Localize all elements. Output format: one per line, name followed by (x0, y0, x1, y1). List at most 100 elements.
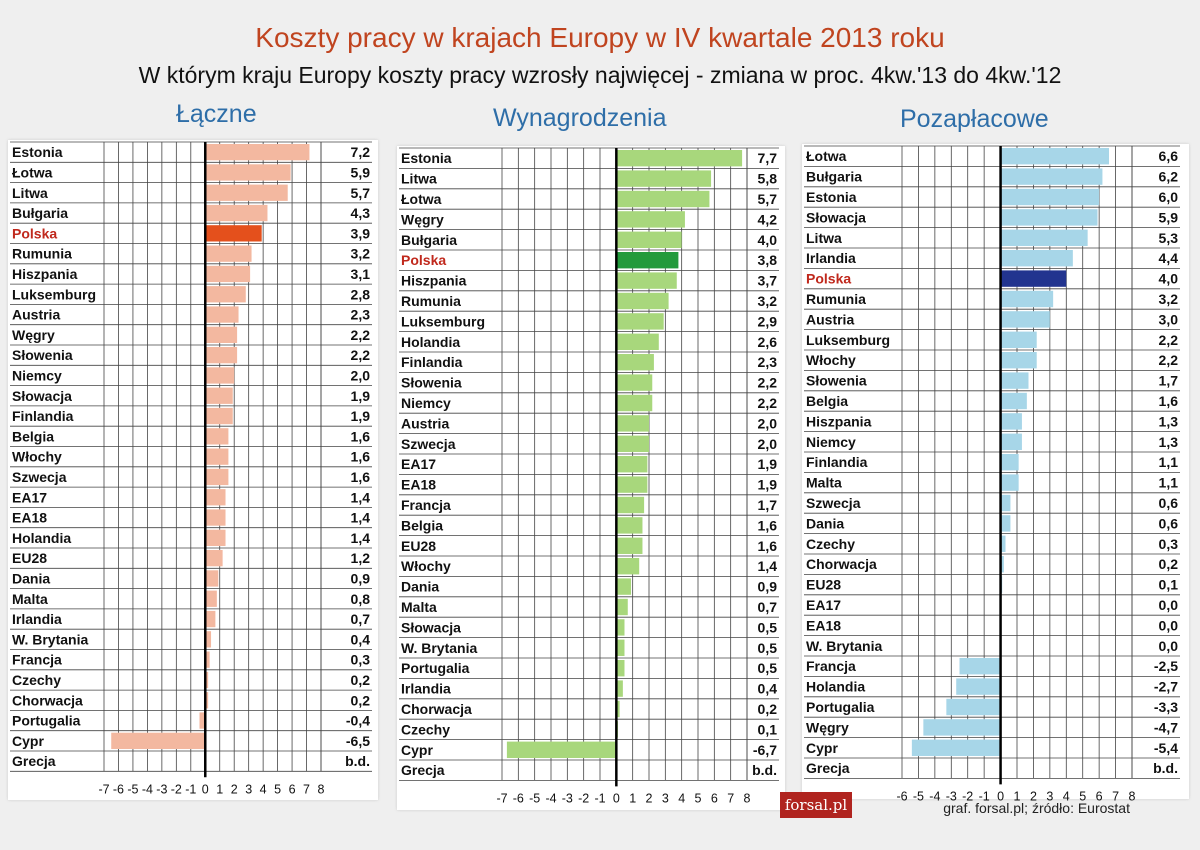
category-label: Niemcy (806, 434, 856, 450)
value-label: 1,9 (351, 408, 371, 424)
bar-litwa (1000, 229, 1088, 246)
bar-słowacja (205, 387, 233, 404)
tick-label: -4 (545, 791, 556, 805)
category-label: W. Brytania (12, 631, 88, 647)
bar-cypr (111, 732, 206, 749)
value-label: 0,3 (1159, 536, 1179, 552)
value-label: 2,0 (758, 415, 778, 431)
bar-chorwacja (616, 700, 620, 718)
value-label: 5,7 (351, 185, 371, 201)
bar-litwa (616, 170, 712, 187)
tick-label: -5 (529, 791, 540, 805)
value-label: 0,9 (758, 579, 778, 595)
forsal-logo[interactable]: forsal.pl (780, 792, 852, 818)
category-label: Luksemburg (401, 313, 485, 329)
value-label: b.d. (1153, 760, 1178, 776)
bar-dania (205, 570, 219, 587)
value-label: 0,8 (351, 591, 371, 607)
value-label: 0,3 (351, 652, 371, 668)
tick-label: -6 (113, 782, 124, 796)
source-footer: graf. forsal.pl; źródło: Eurostat (943, 800, 1130, 816)
bar-francja (616, 496, 645, 514)
value-label: 1,4 (351, 510, 371, 526)
value-label: 1,4 (351, 530, 371, 546)
tick-label: 4 (678, 791, 685, 805)
category-label: Hiszpania (12, 266, 78, 282)
bar-rumunia (205, 245, 252, 262)
tick-label: 0 (997, 789, 1004, 803)
tick-label: 8 (318, 782, 325, 796)
chart-title: Wynagrodzenia (493, 104, 667, 132)
tick-label: 3 (662, 791, 669, 805)
tick-label: 6 (1096, 789, 1103, 803)
bar-francja (205, 651, 210, 668)
category-label: Holandia (806, 679, 865, 695)
bar-portugalia (199, 712, 206, 729)
value-label: 1,7 (1159, 373, 1179, 389)
chart-laczne-svg: Estonia 7,2 Łotwa 5,9 Litwa 5,7 Bułgaria 4,3 Pol… (10, 141, 372, 796)
bar-bułgaria (616, 231, 682, 248)
bar-luksemburg (1000, 331, 1037, 348)
category-label: Bułgaria (401, 232, 457, 248)
value-label: -6,7 (753, 742, 777, 758)
bar-estonia (616, 150, 743, 167)
category-label: EA17 (401, 456, 436, 472)
bar-szwecja (616, 435, 649, 452)
category-label: Estonia (12, 144, 63, 160)
bar-austria (205, 306, 239, 323)
category-label: Holandia (401, 334, 460, 350)
bar-łotwa (1000, 148, 1109, 165)
value-label: 1,1 (1159, 475, 1179, 491)
category-label: Łotwa (12, 164, 53, 180)
value-label: 2,0 (351, 367, 371, 383)
chart-pozaplacowe: Pozapłacowe Łotwa 6,6 Bułgaria 6,2 Estonia 6,… (802, 105, 1189, 803)
category-label: Hiszpania (806, 413, 872, 429)
tick-label: 7 (1112, 789, 1119, 803)
value-label: 1,3 (1159, 413, 1179, 429)
tick-label: 1 (629, 791, 636, 805)
category-label: Finlandia (12, 408, 74, 424)
tick-label: -5 (127, 782, 138, 796)
category-label: Malta (12, 591, 48, 607)
category-label: EA18 (806, 617, 841, 633)
category-label: Czechy (401, 721, 450, 737)
bar-belgia (205, 428, 229, 445)
category-label: Polska (401, 252, 446, 268)
value-label: 0,1 (1159, 577, 1179, 593)
tick-label: -6 (896, 789, 907, 803)
bar-malta (205, 590, 217, 607)
value-label: 4,0 (758, 232, 778, 248)
category-label: EU28 (806, 577, 841, 593)
bar-chorwacja (205, 692, 209, 709)
value-label: 1,9 (758, 456, 778, 472)
chart-laczne: Łączne Estonia 7,2 Łotwa 5,9 Litwa 5,7 Bułgari… (8, 100, 378, 800)
bar-rumunia (616, 292, 669, 310)
bar-eu28 (205, 550, 223, 567)
value-label: 0,2 (351, 672, 371, 688)
value-label: 3,2 (1159, 291, 1179, 307)
bar-cypr (506, 741, 617, 758)
tick-label: -5 (913, 789, 924, 803)
tick-label: 1 (1014, 789, 1021, 803)
bar-hiszpania (616, 272, 677, 289)
category-label: Łotwa (401, 191, 442, 207)
bar-węgry (205, 326, 238, 343)
bar-ea18 (616, 476, 648, 493)
bar-irlandia (1000, 250, 1073, 267)
bar-włochy (205, 448, 229, 465)
category-label: EA18 (401, 477, 436, 493)
category-label: Malta (401, 599, 437, 615)
bar-niemcy (616, 394, 653, 412)
category-label: Czechy (806, 536, 855, 552)
category-label: Luksemburg (12, 286, 96, 302)
tick-label: 5 (1079, 789, 1086, 803)
value-label: 0,4 (758, 681, 778, 697)
bar-niemcy (1000, 433, 1022, 450)
category-label: Cypr (401, 742, 433, 758)
category-label: EA18 (12, 510, 47, 526)
page-subtitle: W którym kraju Europy koszty pracy wzros… (138, 62, 1062, 88)
value-label: 2,9 (758, 313, 778, 329)
category-label: Słowacja (806, 209, 866, 225)
category-label: Chorwacja (401, 701, 472, 717)
bar-łotwa (205, 164, 291, 181)
